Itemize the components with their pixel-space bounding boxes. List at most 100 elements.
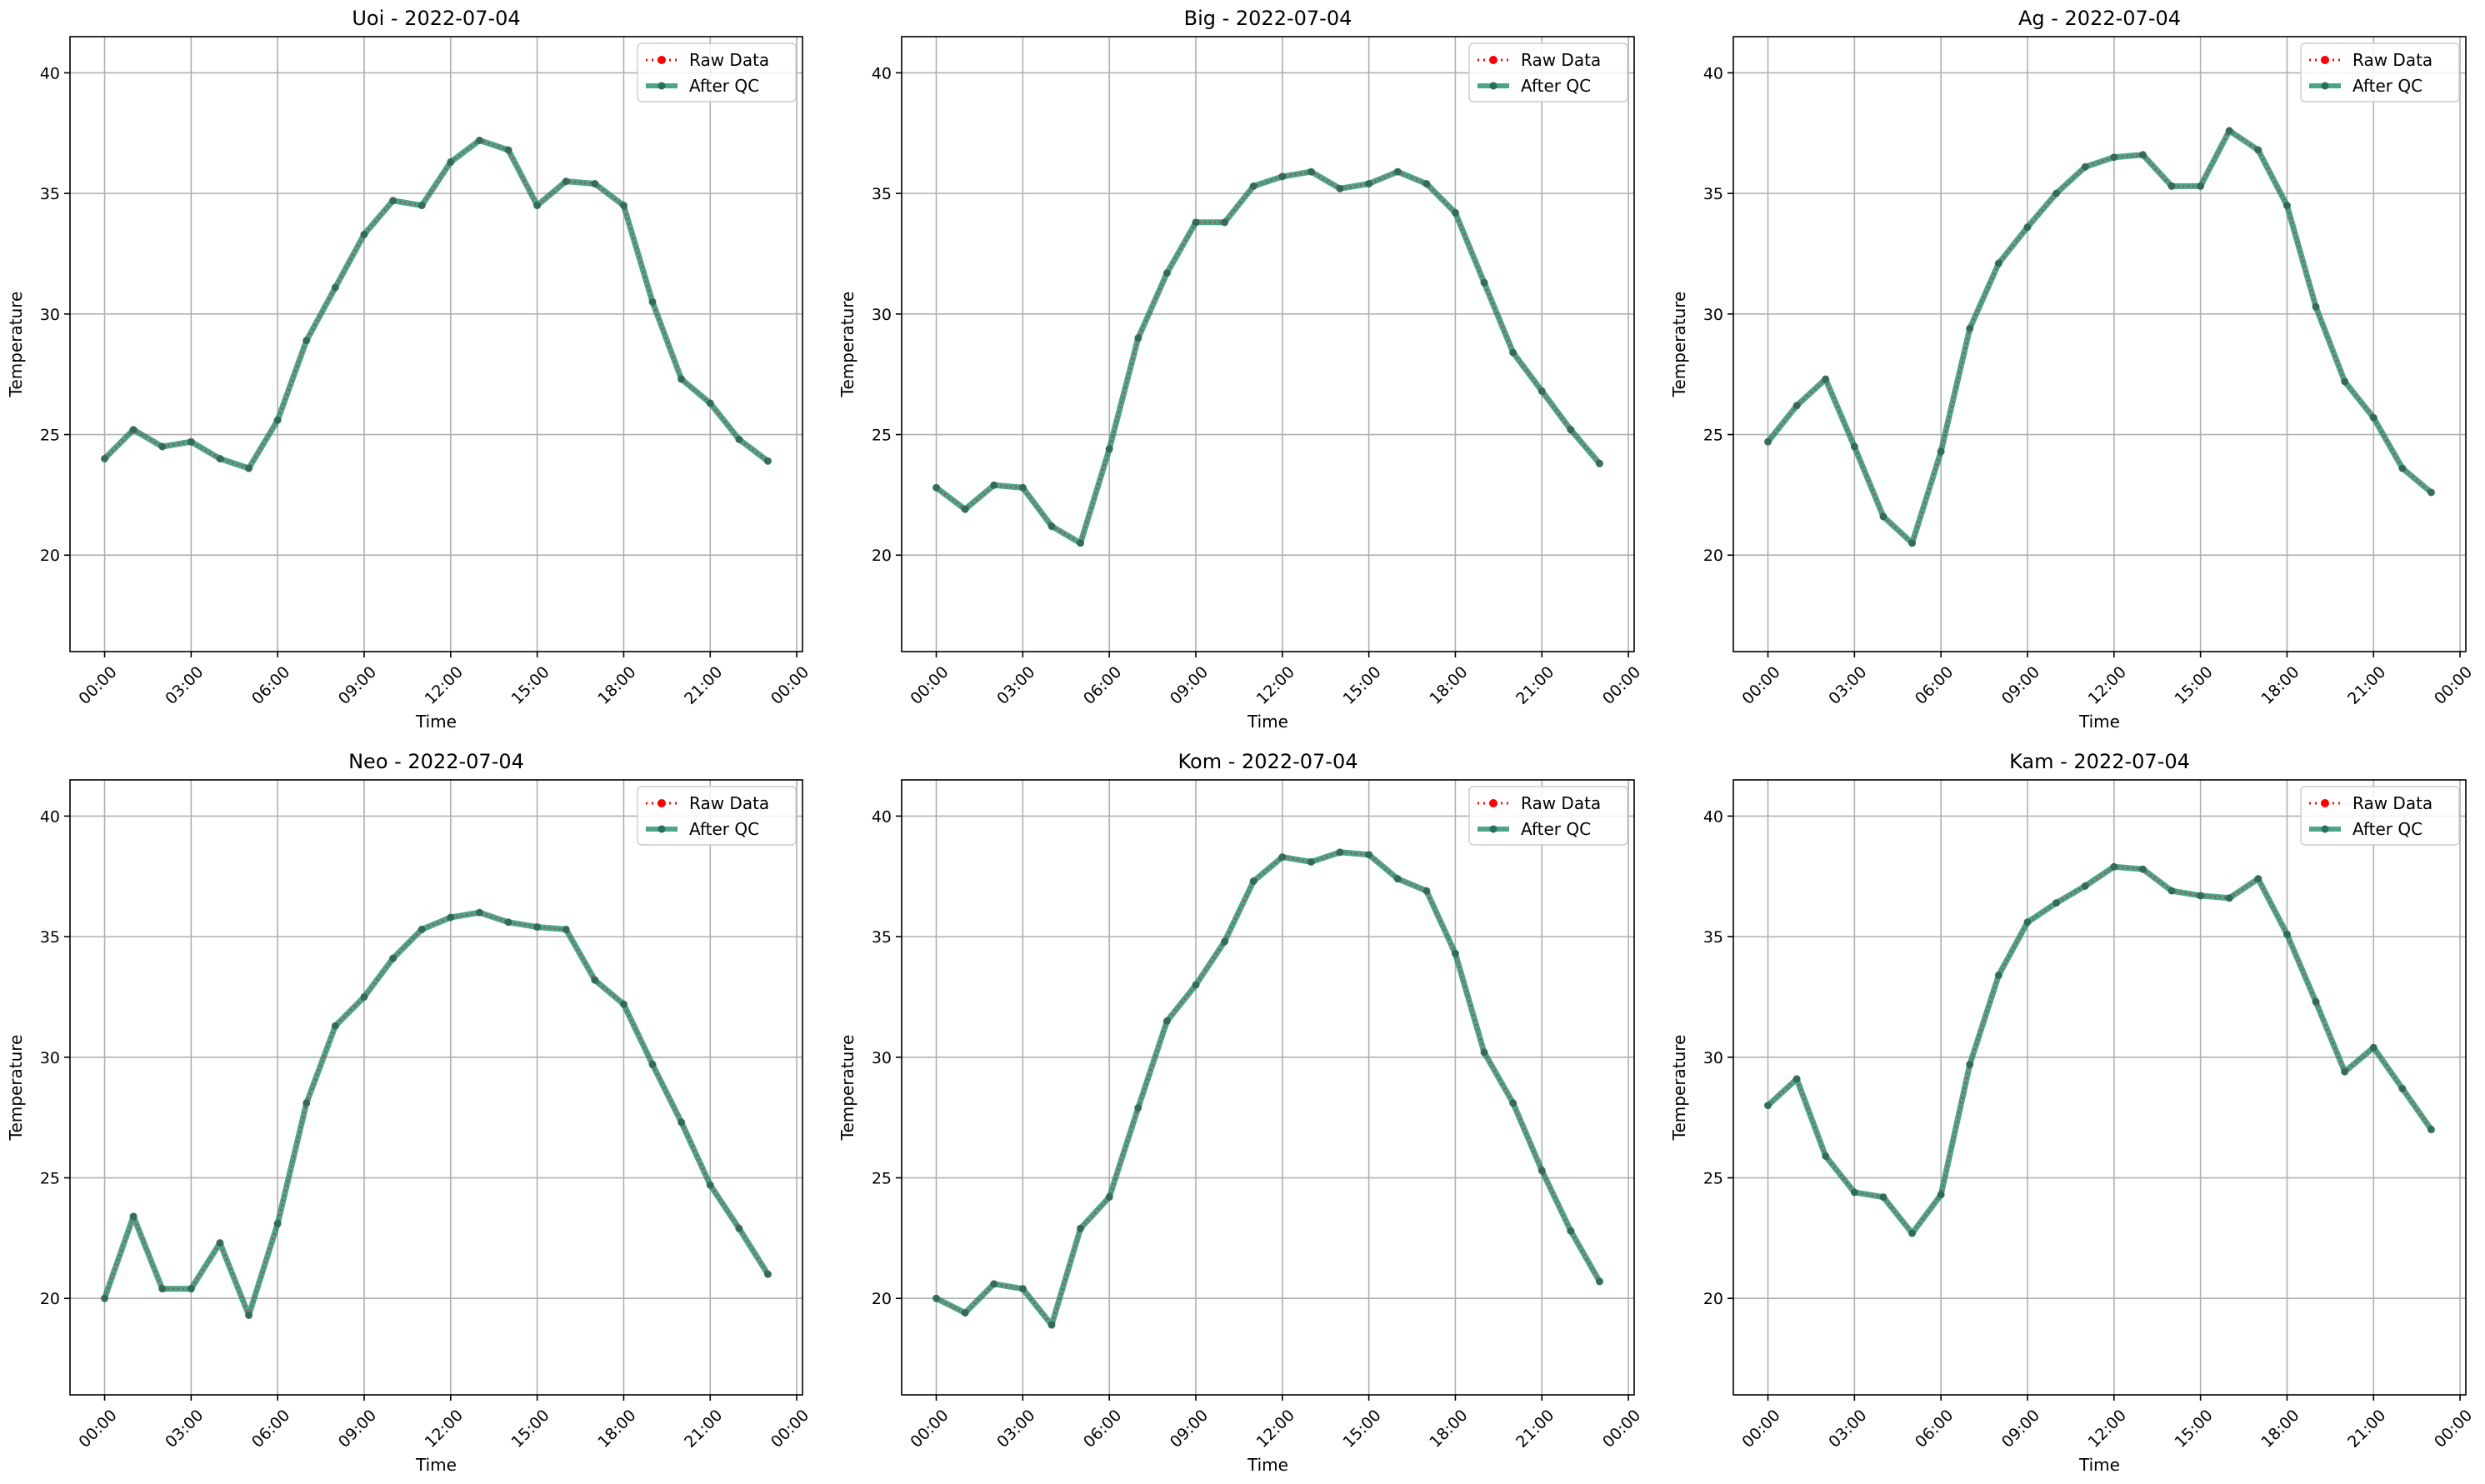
y-tick-label: 35: [872, 928, 892, 947]
after-qc-point: [1994, 259, 2002, 267]
after-qc-point: [1134, 334, 1142, 342]
legend-raw-data-marker: [2321, 56, 2329, 64]
x-tick-label: 09:00: [1167, 663, 1212, 708]
x-tick-label: 18:00: [2258, 663, 2302, 708]
y-tick-label: 20: [40, 547, 60, 565]
y-axis-label: Temperature: [1669, 1035, 1689, 1142]
after-qc-point: [1105, 445, 1113, 453]
x-tick-label: 06:00: [248, 1407, 293, 1452]
y-tick-label: 25: [872, 1170, 892, 1188]
legend-raw-data-marker: [1489, 56, 1498, 64]
after-qc-point: [2427, 488, 2435, 497]
after-qc-point: [735, 435, 743, 443]
y-tick-label: 25: [40, 427, 60, 445]
x-tick-label: 06:00: [1912, 1407, 1957, 1452]
subplot-1: Uoi - 2022-07-04 20 25 30 35 40 00:00 03:00 06:0…: [6, 7, 812, 732]
after-qc-point: [706, 1181, 714, 1189]
after-qc-point: [1451, 208, 1459, 217]
legend: Raw Data After QC: [637, 42, 797, 102]
legend-after-qc-marker: [1489, 82, 1498, 90]
after-qc-point: [2197, 892, 2205, 900]
y-tick-label: 25: [872, 427, 892, 445]
subplot-6: Kam - 2022-07-04 20 25 30 35 40 00:00 03:00 06:0…: [1669, 750, 2476, 1475]
after-qc-point: [1307, 857, 1315, 866]
after-qc-point: [2369, 1043, 2378, 1052]
after-qc-point: [504, 918, 512, 927]
after-qc-point: [961, 1309, 969, 1317]
y-axis-label: Temperature: [838, 292, 858, 398]
y-tick-label: 25: [1703, 1170, 1723, 1188]
series-line-raw-data: [935, 851, 1601, 1327]
series-line-raw-data: [935, 170, 1601, 545]
x-tick-label: 00:00: [1738, 663, 1783, 708]
after-qc-point: [1509, 348, 1518, 357]
x-tick-label: 00:00: [768, 1407, 812, 1452]
after-qc-point: [2225, 127, 2233, 135]
after-qc-point: [1048, 1321, 1056, 1329]
after-qc-point: [1278, 172, 1287, 181]
after-qc-point: [562, 925, 570, 933]
after-qc-point: [1764, 1102, 1772, 1110]
x-tick-label: 18:00: [594, 663, 639, 708]
after-qc-point: [302, 337, 311, 345]
after-qc-point: [1307, 167, 1315, 176]
after-qc-point: [990, 1280, 998, 1288]
x-tick-label: 00:00: [2431, 1407, 2476, 1452]
after-qc-point: [245, 1311, 253, 1319]
after-qc-point: [2023, 223, 2032, 232]
after-qc-point: [1966, 324, 1974, 332]
after-qc-point: [1595, 1277, 1603, 1286]
after-qc-point: [1567, 426, 1575, 434]
y-tick-label: 20: [872, 1290, 892, 1308]
chart-title: Kam - 2022-07-04: [2009, 750, 2190, 773]
legend-raw-data-label: Raw Data: [689, 50, 769, 70]
after-qc-point: [1048, 522, 1056, 531]
after-qc-point: [2341, 377, 2349, 386]
after-qc-point: [533, 202, 542, 210]
after-qc-point: [1365, 851, 1373, 859]
after-qc-point: [447, 913, 455, 922]
after-qc-point: [1249, 182, 1258, 190]
x-tick-label: 21:00: [2344, 1407, 2389, 1452]
x-tick-label: 09:00: [1998, 663, 2043, 708]
x-tick-label: 18:00: [2258, 1407, 2302, 1452]
after-qc-point: [1937, 1191, 1945, 1199]
y-tick-label: 25: [40, 1170, 60, 1188]
legend: Raw Data After QC: [2300, 42, 2460, 102]
plot-frame: [901, 36, 1635, 652]
x-tick-label: 00:00: [1599, 1407, 1644, 1452]
after-qc-point: [101, 1294, 109, 1302]
after-qc-point: [1595, 459, 1603, 467]
after-qc-point: [648, 1061, 657, 1069]
after-qc-point: [216, 1239, 224, 1247]
after-qc-point: [961, 505, 969, 513]
after-qc-point: [245, 464, 253, 472]
after-qc-point: [1850, 1188, 1858, 1197]
after-qc-point: [735, 1224, 743, 1232]
after-qc-point: [1850, 442, 1858, 451]
x-tick-label: 00:00: [75, 663, 120, 708]
y-tick-label: 35: [40, 185, 60, 203]
x-tick-label: 12:00: [1253, 663, 1298, 708]
y-tick-label: 20: [872, 547, 892, 565]
chart-title: Kom - 2022-07-04: [1178, 750, 1358, 773]
x-tick-label: 12:00: [2085, 663, 2130, 708]
grid-lines: [1733, 780, 2466, 1395]
after-qc-point: [2052, 899, 2061, 907]
y-tick-label: 40: [40, 807, 60, 826]
x-tick-label: 06:00: [1912, 663, 1957, 708]
x-tick-label: 09:00: [1167, 1407, 1212, 1452]
after-qc-point: [2282, 202, 2291, 210]
chart-title: Neo - 2022-07-04: [348, 750, 524, 773]
after-qc-point: [990, 481, 998, 489]
x-tick-label: 21:00: [1512, 1407, 1558, 1452]
series-line-raw-data: [103, 139, 769, 470]
after-qc-point: [591, 976, 599, 984]
after-qc-point: [1538, 387, 1546, 395]
after-qc-point: [273, 416, 282, 424]
after-qc-point: [1822, 1152, 1830, 1160]
after-qc-point: [418, 925, 426, 933]
after-qc-point: [619, 1000, 628, 1008]
x-tick-label: 06:00: [1080, 1407, 1125, 1452]
x-axis-label: Time: [2078, 1455, 2120, 1475]
